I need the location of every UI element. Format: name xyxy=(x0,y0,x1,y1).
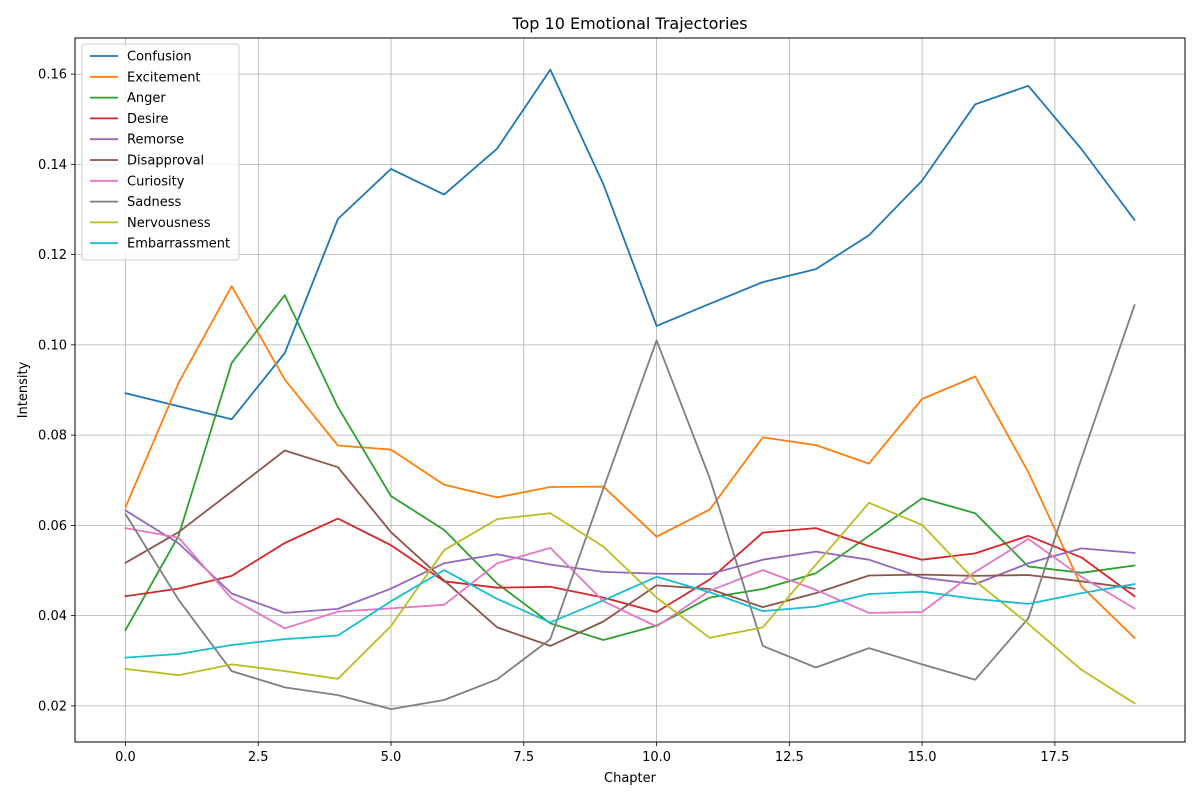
legend-label-confusion: Confusion xyxy=(127,50,192,65)
legend-box xyxy=(81,43,240,261)
y-tick-label: 0.16 xyxy=(38,68,67,83)
series-line-disapproval xyxy=(124,449,1136,647)
y-axis-title: Intensity xyxy=(16,361,31,418)
legend-label-anger: Anger xyxy=(127,91,166,106)
x-axis-ticks: 0.0 2.5 5.0 7.5 10.0 12.5 15.0 17.5 xyxy=(115,742,1069,765)
legend-label-excitement: Excitement xyxy=(127,70,201,85)
chart-title: Top 10 Emotional Trajectories xyxy=(511,14,747,33)
legend-label-embarrassment: Embarrassment xyxy=(127,237,230,252)
legend-label-disapproval: Disapproval xyxy=(127,154,204,169)
x-tick-label: 12.5 xyxy=(775,750,804,765)
x-tick-label: 15.0 xyxy=(908,750,937,765)
legend-label-desire: Desire xyxy=(127,112,168,127)
series-line-sadness xyxy=(124,304,1136,710)
y-tick-label: 0.08 xyxy=(38,429,67,444)
series-line-confusion xyxy=(124,68,1136,421)
legend: Confusion Excitement Anger Desire Remorse Dis… xyxy=(81,43,240,261)
series-line-curiosity xyxy=(124,527,1136,630)
plot-frame xyxy=(74,37,1186,743)
x-tick-label: 0.0 xyxy=(115,750,136,765)
x-tick-label: 10.0 xyxy=(642,750,671,765)
series-line-embarrassment xyxy=(124,569,1136,659)
y-axis-ticks: 0.02 0.04 0.06 0.08 0.10 0.12 0.14 0.16 xyxy=(38,68,75,714)
legend-label-remorse: Remorse xyxy=(127,133,184,148)
x-tick-label: 5.0 xyxy=(381,750,402,765)
series-line-excitement xyxy=(124,285,1136,640)
x-axis-title: Chapter xyxy=(604,771,657,786)
legend-label-curiosity: Curiosity xyxy=(127,174,185,189)
series-line-nervousness xyxy=(124,501,1136,705)
x-tick-label: 2.5 xyxy=(248,750,269,765)
legend-label-sadness: Sadness xyxy=(127,195,181,210)
series-line-anger xyxy=(124,294,1136,641)
x-tick-label: 17.5 xyxy=(1040,750,1069,765)
y-tick-label: 0.14 xyxy=(38,158,67,173)
y-tick-label: 0.04 xyxy=(38,609,67,624)
legend-label-nervousness: Nervousness xyxy=(127,216,211,231)
y-tick-label: 0.06 xyxy=(38,519,67,534)
series-line-desire xyxy=(124,517,1136,613)
x-tick-label: 7.5 xyxy=(513,750,534,765)
y-tick-label: 0.02 xyxy=(38,699,67,714)
y-tick-label: 0.12 xyxy=(38,248,67,263)
y-tick-label: 0.10 xyxy=(38,338,67,353)
series-lines xyxy=(124,68,1136,710)
